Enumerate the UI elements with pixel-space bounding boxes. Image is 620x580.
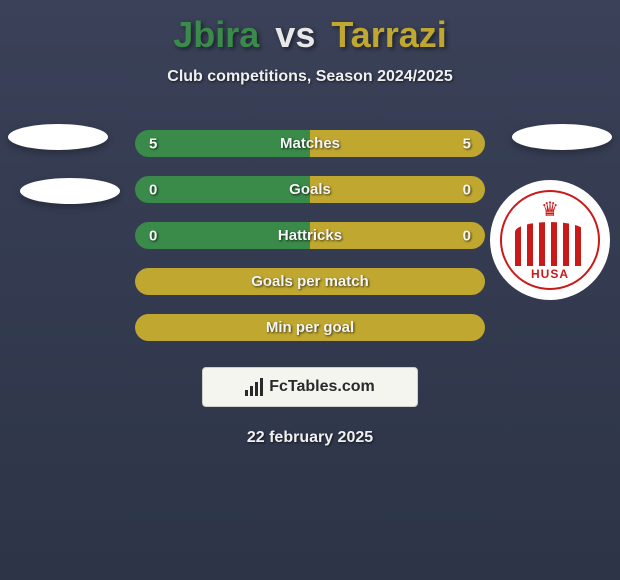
branding-text: FcTables.com [269,378,375,396]
stat-row: Min per goal [135,314,485,341]
badge-text: HUSA [531,267,569,281]
date-label: 22 february 2025 [247,429,373,447]
stat-value-right: 0 [463,227,471,244]
stat-value-right: 5 [463,135,471,152]
stat-row: Matches 5 5 [135,130,485,157]
stat-value-left: 0 [149,181,157,198]
stat-label: Min per goal [266,319,354,336]
player1-ellipse-top [8,124,108,150]
stat-row: Hattricks 0 0 [135,222,485,249]
page-title: Jbira vs Tarrazi [173,14,447,56]
stat-value-left: 5 [149,135,157,152]
player2-club-badge: ♛ HUSA [490,180,610,300]
stat-row: Goals 0 0 [135,176,485,203]
player2-name: Tarrazi [331,14,446,55]
stat-bar-right [310,176,485,203]
stat-value-left: 0 [149,227,157,244]
player1-name: Jbira [173,14,259,55]
stat-label: Goals [289,181,331,198]
vs-label: vs [275,14,315,55]
stat-label: Hattricks [278,227,342,244]
player1-avatar [10,180,130,240]
stat-row: Goals per match [135,268,485,295]
crown-icon: ♛ [541,200,559,220]
branding-badge[interactable]: FcTables.com [202,367,418,407]
stat-bar-left [135,176,310,203]
stats-list: Matches 5 5 Goals 0 0 Hattricks 0 0 Goals per mat… [135,130,485,341]
player2-ellipse-top [512,124,612,150]
bar-chart-icon [245,378,263,396]
stat-label: Goals per match [251,273,369,290]
stat-value-right: 0 [463,181,471,198]
page-subtitle: Club competitions, Season 2024/2025 [167,68,452,86]
stat-label: Matches [280,135,340,152]
